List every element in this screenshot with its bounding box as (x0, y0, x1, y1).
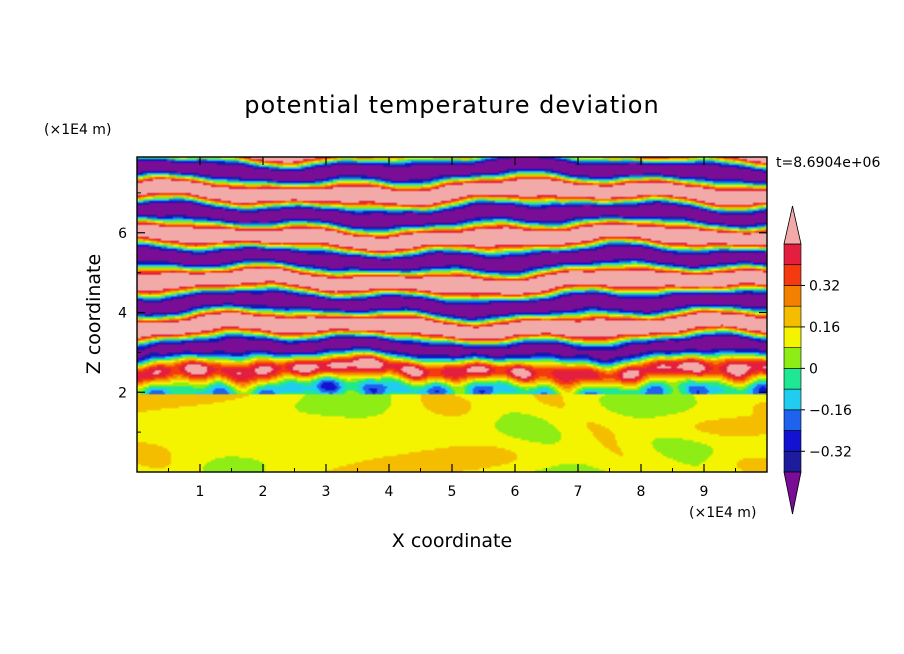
time-label: t=8.6904e+06 (776, 155, 880, 171)
colorbar-band (783, 347, 802, 369)
colorbar-band (783, 450, 802, 473)
colorbar-band (783, 243, 802, 266)
y-tick-label: 6 (118, 226, 127, 242)
colorbar-band (783, 430, 802, 452)
x-axis: 1 2 3 4 5 6 7 8 9 (168, 157, 736, 500)
x-tick-label: 9 (700, 484, 709, 500)
x-tick-label: 6 (511, 484, 520, 500)
x-tick-label: 7 (574, 484, 583, 500)
x-unit-label: (×1E4 m) (689, 505, 756, 521)
y-axis: 2 4 6 (118, 192, 767, 433)
colorbar-band (783, 285, 802, 307)
x-tick-label: 3 (322, 484, 331, 500)
y-unit-label: (×1E4 m) (44, 122, 111, 138)
x-tick-label: 4 (385, 484, 394, 500)
colorbar-band (783, 409, 802, 431)
x-tick-label: 2 (259, 484, 268, 500)
colorbar-min-triangle (783, 471, 802, 515)
x-axis-label: X coordinate (392, 530, 512, 552)
colorbar-band (783, 326, 802, 348)
x-tick-label: 8 (637, 484, 646, 500)
colorbar-band (783, 264, 802, 286)
x-tick-label: 1 (196, 484, 205, 500)
contour-field (137, 157, 767, 472)
colorbar-band (783, 388, 802, 411)
colorbar-band (783, 368, 802, 390)
colorbar-band (783, 305, 802, 328)
colorbar-tick-label: −0.16 (809, 403, 852, 419)
y-tick-label: 4 (118, 306, 127, 322)
y-tick-label: 2 (118, 385, 127, 401)
contour-raster (137, 157, 767, 472)
colorbar-max-triangle (783, 205, 802, 245)
colorbar-tick-label: 0.32 (809, 278, 840, 294)
colorbar-tick-label: 0.16 (809, 320, 840, 336)
chart-title: potential temperature deviation (244, 91, 659, 119)
y-axis-label: Z coordinate (83, 254, 105, 374)
colorbar: −0.32 −0.16 0 0.16 0.32 (783, 205, 852, 515)
x-tick-label: 5 (448, 484, 457, 500)
colorbar-tick-label: 0 (809, 361, 818, 377)
colorbar-tick-label: −0.32 (809, 444, 852, 460)
